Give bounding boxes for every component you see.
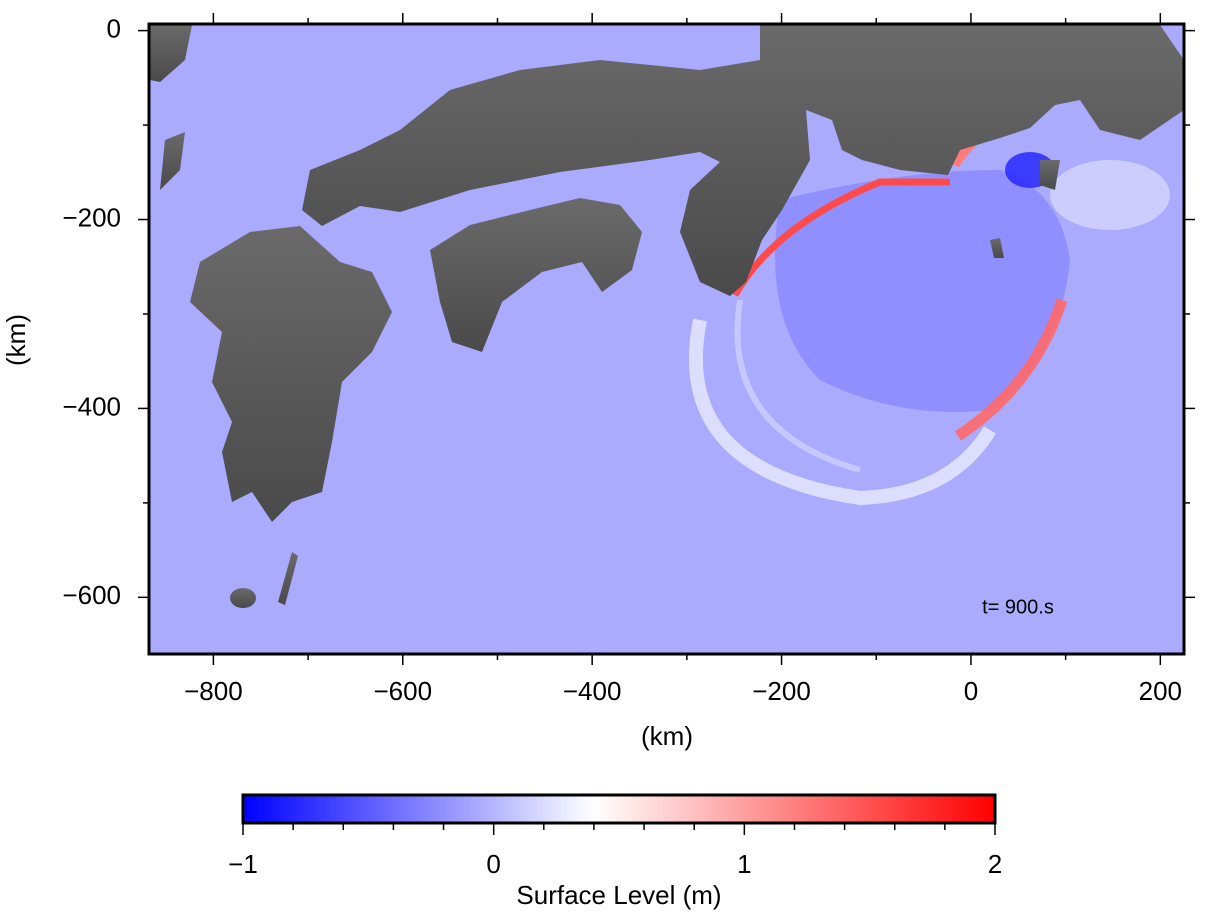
island: [990, 238, 1004, 258]
colorbar-tick-label: −1: [228, 849, 258, 879]
wave-trough: [775, 170, 1070, 412]
island: [160, 132, 185, 190]
island: [150, 25, 192, 82]
wave-crest: [1050, 160, 1170, 230]
y-tick-label: 0: [107, 13, 121, 43]
wave-front: [689, 318, 996, 506]
y-tick-label: −200: [62, 202, 121, 232]
shikoku: [430, 198, 642, 352]
x-tick-label: −800: [184, 676, 243, 706]
honshu: [302, 25, 1184, 296]
x-tick-label: −200: [752, 676, 811, 706]
y-axis-label: (km): [1, 314, 31, 366]
island: [230, 588, 256, 608]
x-tick-label: 200: [1139, 676, 1182, 706]
colorbar-tick-label: 1: [737, 849, 751, 879]
time-annotation: t= 900.s: [982, 596, 1054, 618]
kyushu: [190, 226, 392, 522]
y-tick-label: −400: [62, 391, 121, 421]
colorbar-tick-label: 0: [486, 849, 500, 879]
x-tick-label: 0: [964, 676, 978, 706]
island: [278, 552, 298, 605]
wave-crest: [954, 298, 1068, 441]
colorbar-tick-label: 2: [988, 849, 1002, 879]
wave-front: [734, 299, 861, 473]
map-layer: [150, 25, 1184, 608]
colorbar-label: Surface Level (m): [516, 880, 721, 910]
colorbar: [241, 793, 997, 825]
x-axis-label: (km): [641, 721, 693, 751]
x-tick-label: −600: [373, 676, 432, 706]
island: [1040, 160, 1060, 190]
x-tick-label: −400: [563, 676, 622, 706]
y-tick-label: −600: [62, 580, 121, 610]
land: [150, 25, 1184, 608]
plot-frame: [147, 22, 1186, 656]
